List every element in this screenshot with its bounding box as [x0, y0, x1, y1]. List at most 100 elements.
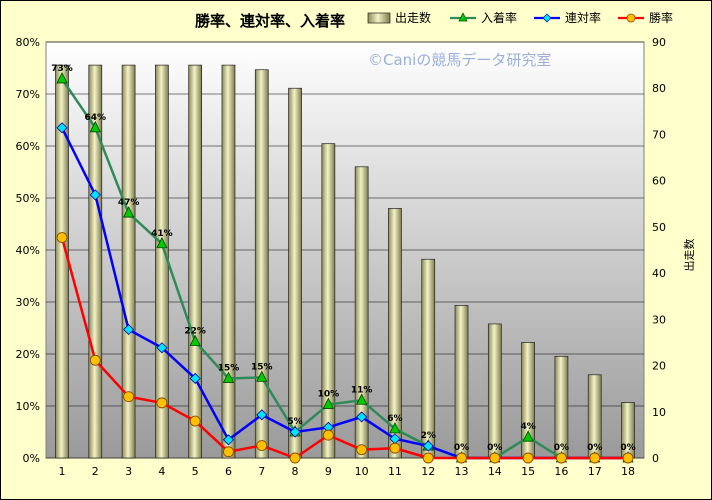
bar: [421, 258, 436, 459]
x-tick-label: 3: [125, 465, 132, 478]
legend-label: 連対率: [565, 10, 601, 25]
point: [123, 391, 135, 403]
bar: [321, 143, 336, 459]
point: [189, 415, 201, 427]
bar: [121, 64, 136, 459]
bar: [487, 323, 502, 459]
point: [555, 452, 567, 464]
data-label: 10%: [318, 389, 340, 399]
legend-label: 勝率: [649, 10, 673, 25]
x-tick-label: 8: [292, 465, 299, 478]
data-label: 64%: [85, 113, 107, 123]
x-tick-label: 16: [554, 465, 568, 478]
bar: [188, 64, 203, 459]
point: [422, 452, 434, 464]
point: [322, 429, 334, 441]
x-tick-label: 14: [488, 465, 502, 478]
data-label: 22%: [184, 327, 206, 337]
data-label: 73%: [51, 64, 73, 74]
legend-marker: [542, 13, 552, 23]
y-tick-label: 80%: [16, 36, 40, 49]
legend-swatch: [367, 12, 391, 24]
gridlines: [46, 41, 644, 459]
x-tick-label: 13: [455, 465, 469, 478]
data-label: 4%: [520, 422, 535, 432]
data-label: 5%: [287, 417, 302, 427]
data-label: 47%: [118, 198, 140, 208]
legend-label: 出走数: [395, 10, 431, 25]
point: [289, 452, 301, 464]
point: [189, 334, 201, 346]
point: [156, 342, 168, 354]
y2-tick-label: 50: [652, 221, 666, 234]
x-tick-label: 12: [421, 465, 435, 478]
point: [89, 354, 101, 366]
point: [256, 370, 268, 382]
bar: [254, 69, 269, 459]
y2-axis-label: 出走数: [682, 239, 696, 272]
x-tick-label: 6: [225, 465, 232, 478]
point: [589, 452, 601, 464]
x-tick-label: 2: [92, 465, 99, 478]
y2-tick-label: 80: [652, 82, 666, 95]
point: [89, 120, 101, 133]
y2-tick-label: 10: [652, 406, 666, 419]
x-tick-label: 5: [192, 465, 199, 478]
x-tick-label: 4: [158, 465, 165, 478]
point: [489, 452, 501, 464]
point: [422, 440, 434, 452]
point: [522, 452, 534, 464]
y-tick-label: 30%: [16, 296, 40, 309]
point: [256, 409, 268, 421]
y2-tick-label: 30: [652, 313, 666, 326]
point: [355, 393, 368, 405]
point: [389, 442, 401, 454]
point: [189, 372, 201, 385]
point: [522, 430, 534, 442]
data-labels: 73% 64% 47% 41% 22% 15% 15% 5% 10% 11% 6% 2% 0% 0% 4% 0…: [51, 64, 635, 453]
y2-tick-label: 0: [652, 452, 659, 465]
line-series: [56, 72, 634, 464]
point: [222, 434, 235, 446]
chart-title: 勝率、連対率、入着率: [195, 12, 345, 30]
point: [389, 421, 401, 434]
point: [123, 323, 135, 336]
axes: 0% 10% 20% 30% 40% 5 0% 60% 70% 80% 0 10 20 30 40 50 60 7…: [16, 36, 666, 478]
bar: [221, 64, 236, 459]
point: [122, 206, 135, 218]
bar: [454, 305, 469, 459]
bar: [354, 166, 369, 459]
data-label: 2%: [421, 431, 436, 441]
point: [256, 440, 268, 451]
point: [156, 236, 168, 249]
y2-tick-label: 70: [652, 128, 666, 141]
series-line: [60, 78, 628, 460]
point: [356, 411, 368, 423]
y2-tick-label: 40: [652, 267, 666, 280]
point: [289, 426, 301, 438]
y2-tick-label: 20: [652, 360, 666, 373]
y-tick-label: 20%: [16, 348, 40, 361]
point: [223, 446, 234, 458]
y-tick-label: 0%: [23, 452, 40, 465]
data-label: 0%: [554, 443, 569, 453]
x-tick-label: 17: [588, 465, 602, 478]
data-label: 41%: [151, 229, 173, 239]
y2-tick-label: 60: [652, 175, 666, 188]
legend: 出走数 入着率 連対率 勝率: [367, 10, 673, 25]
y2-tick-label: 90: [652, 36, 666, 49]
point: [222, 371, 235, 383]
data-label: 11%: [351, 385, 373, 395]
y-tick-label: 70%: [16, 88, 40, 101]
x-tick-label: 9: [325, 465, 332, 478]
legend-marker: [458, 12, 468, 22]
x-tick-label: 11: [388, 465, 402, 478]
x-tick-label: 18: [621, 465, 635, 478]
watermark: ©Caniの競馬データ研究室: [368, 51, 551, 69]
bar: [288, 87, 302, 459]
point: [89, 189, 101, 201]
y-tick-label: 60%: [16, 140, 40, 153]
bar: [388, 208, 402, 459]
legend-label: 入着率: [481, 10, 517, 25]
y-tick-label: 40%: [16, 244, 40, 257]
